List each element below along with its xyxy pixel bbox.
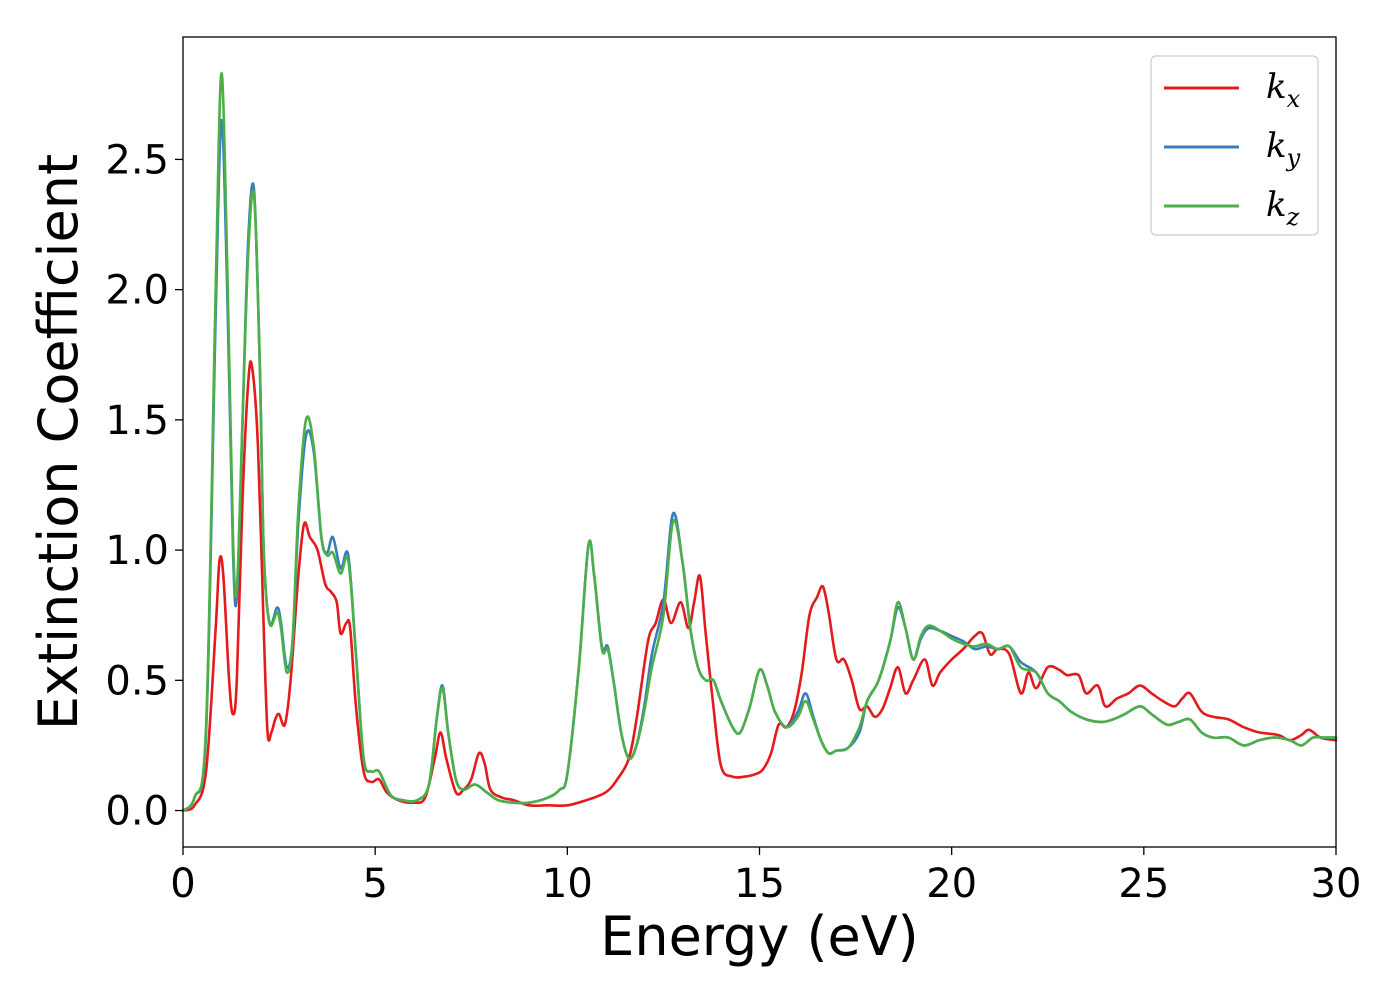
x-tick-label: 20 [926,861,977,907]
x-tick-label: 5 [362,861,387,907]
y-tick-label: 0.5 [105,658,169,704]
y-tick-label: 2.5 [105,137,169,183]
y-tick-label: 1.0 [105,528,169,574]
x-tick-label: 10 [542,861,593,907]
series-line-kz [181,72,1338,812]
x-tick-label: 30 [1311,861,1362,907]
y-tick-label: 2.0 [105,268,169,314]
x-axis-title: Energy (eV) [600,905,919,968]
series-line-kx [181,360,1338,812]
y-axis: 0.0 0.5 1.0 1.5 2.0 2.5 [105,137,183,835]
y-tick-label: 1.5 [105,398,169,444]
x-tick-label: 15 [734,861,785,907]
y-axis-title: Extinction Coefficient [27,154,90,730]
x-axis: 0 5 10 15 20 25 30 [170,847,1361,907]
x-tick-label: 0 [170,861,195,907]
series-layer [181,72,1338,812]
x-tick-label: 25 [1118,861,1169,907]
y-tick-label: 0.0 [105,789,169,835]
